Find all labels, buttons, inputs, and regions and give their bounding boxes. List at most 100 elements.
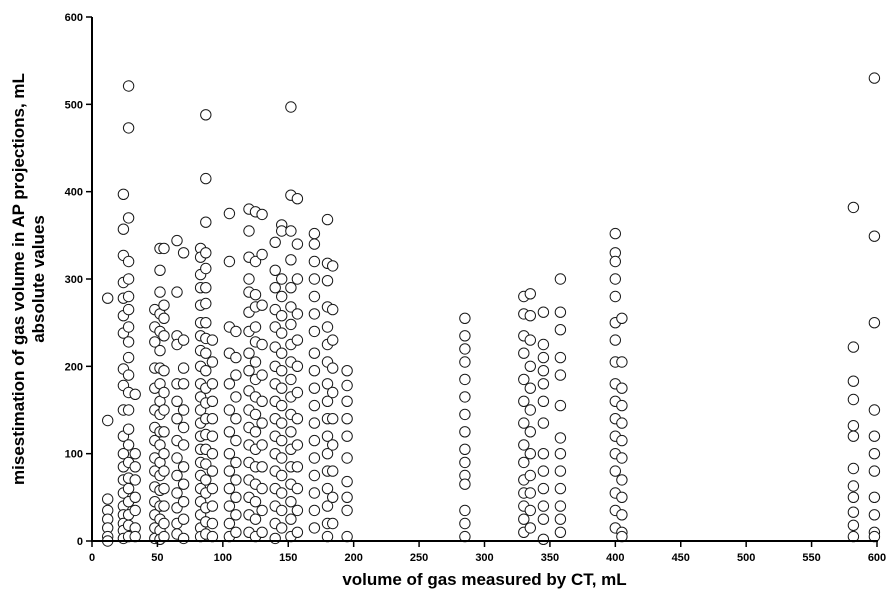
data-point [223, 500, 236, 512]
y-tick-label: 300 [65, 274, 83, 286]
data-point [249, 289, 262, 301]
data-point [223, 448, 236, 460]
data-point [230, 351, 242, 364]
data-point [122, 255, 135, 268]
data-point [554, 324, 567, 336]
data-point [285, 318, 297, 331]
data-point [122, 336, 135, 348]
data-point [524, 448, 536, 460]
data-point [276, 347, 288, 359]
x-tick-label: 0 [89, 552, 95, 564]
data-point [616, 434, 628, 447]
data-point [200, 247, 212, 259]
data-point [524, 522, 536, 534]
data-point [276, 327, 288, 339]
data-point [117, 223, 130, 235]
data-point [321, 213, 334, 226]
data-point [129, 461, 141, 473]
data-point [518, 395, 530, 407]
data-point [554, 500, 567, 512]
data-point [308, 238, 321, 250]
data-point [206, 395, 219, 407]
data-point [308, 347, 321, 359]
data-point [223, 255, 236, 268]
data-point [171, 469, 183, 482]
data-point [616, 312, 628, 324]
data-point [847, 491, 860, 503]
x-tick-label: 600 [868, 552, 886, 564]
data-point [459, 312, 471, 324]
data-point [285, 254, 297, 266]
data-point [122, 303, 135, 316]
data-point [249, 496, 262, 508]
data-point [230, 434, 242, 447]
data-point [158, 500, 170, 512]
data-point [327, 439, 339, 451]
data-point [459, 391, 471, 403]
data-point [609, 465, 621, 477]
data-point [321, 395, 334, 407]
data-point [308, 417, 321, 429]
data-point [206, 500, 219, 512]
data-point [868, 230, 881, 242]
data-point [868, 430, 881, 442]
data-point [537, 395, 550, 407]
data-point [285, 496, 297, 508]
data-point [291, 504, 304, 517]
data-point [177, 421, 190, 434]
data-point [200, 172, 212, 185]
x-tick-label: 450 [672, 552, 690, 564]
data-point [102, 414, 114, 427]
data-point [537, 513, 550, 525]
data-point [459, 517, 471, 530]
data-point [554, 482, 567, 495]
data-point [609, 334, 621, 346]
data-point [122, 482, 135, 495]
x-tick-label: 550 [802, 552, 820, 564]
data-point [327, 413, 339, 425]
data-point [321, 500, 334, 512]
data-point [149, 336, 161, 348]
data-point [554, 448, 567, 460]
data-point [847, 375, 860, 387]
data-point [308, 255, 321, 268]
data-point [341, 452, 353, 464]
data-point [554, 465, 567, 477]
data-point [206, 448, 219, 460]
data-point [291, 482, 304, 495]
data-point [321, 321, 334, 333]
y-tick-label: 100 [65, 449, 83, 461]
data-point [291, 334, 304, 346]
data-point [249, 321, 262, 333]
data-point [177, 247, 190, 259]
y-tick-label: 400 [65, 187, 83, 199]
data-point [518, 347, 530, 359]
data-point [200, 365, 212, 377]
data-point [341, 395, 353, 407]
data-point [291, 439, 304, 451]
data-point [223, 482, 236, 495]
data-point [308, 382, 321, 394]
data-point [616, 452, 628, 464]
data-point [223, 517, 236, 530]
data-point [537, 306, 550, 318]
data-point [537, 465, 550, 477]
data-point [285, 513, 297, 525]
data-point [171, 286, 183, 298]
data-point [276, 273, 288, 285]
data-point [122, 321, 135, 333]
data-point [200, 474, 212, 486]
data-point [537, 338, 550, 351]
data-point [102, 493, 114, 505]
data-point [223, 426, 236, 438]
data-point [158, 517, 170, 530]
data-point [269, 532, 281, 545]
data-point [223, 378, 236, 390]
data-point [177, 404, 190, 416]
data-point [269, 236, 281, 249]
data-point [276, 452, 288, 464]
data-point [249, 356, 262, 368]
data-point [158, 404, 170, 416]
data-point [341, 365, 353, 377]
data-point [223, 404, 236, 416]
